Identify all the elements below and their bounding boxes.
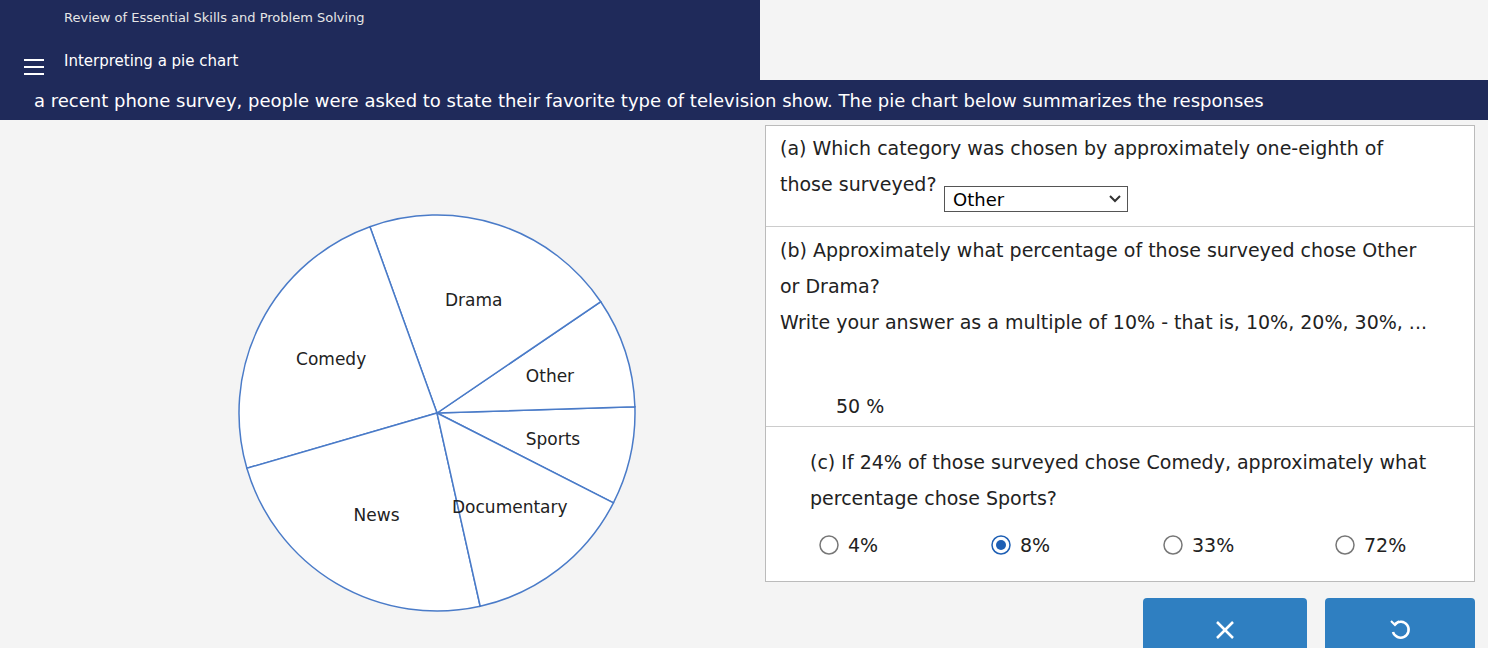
html-text:(a) Which category was chosen: (a) Which category was chosen by approxi… (780, 137, 1384, 195)
svg-text:Documentary: Documentary (452, 497, 568, 517)
html-text:72%: 72% (1364, 534, 1407, 556)
html-text:8%: 8% (1020, 534, 1051, 556)
html-text:(c) If 24% of those surveyed c: (c) If 24% of those surveyed chose Comed… (810, 451, 1427, 509)
html-text:50 %: 50 % (836, 395, 885, 417)
html-text:Review of Essential Skills and: Review of Essential Skills and Problem S… (64, 10, 365, 25)
svg-text:Sports: Sports (526, 429, 581, 449)
svg-text:Comedy: Comedy (296, 349, 366, 369)
svg-text:News: News (354, 505, 400, 525)
html-text:Write your answer as a multipl: Write your answer as a multiple of 10% -… (780, 311, 1427, 333)
html-text:4%: 4% (848, 534, 879, 556)
svg-text:Other: Other (526, 366, 574, 386)
svg-text:Drama: Drama (445, 290, 502, 310)
html-text:Other: Other (953, 189, 1005, 210)
html-text:33%: 33% (1192, 534, 1235, 556)
html-text:a recent phone survey, people: a recent phone survey, people were asked… (34, 90, 1264, 111)
html-text:Interpreting a pie chart: Interpreting a pie chart (64, 52, 239, 70)
html-text:(b) Approximately what percent: (b) Approximately what percentage of tho… (780, 239, 1417, 297)
